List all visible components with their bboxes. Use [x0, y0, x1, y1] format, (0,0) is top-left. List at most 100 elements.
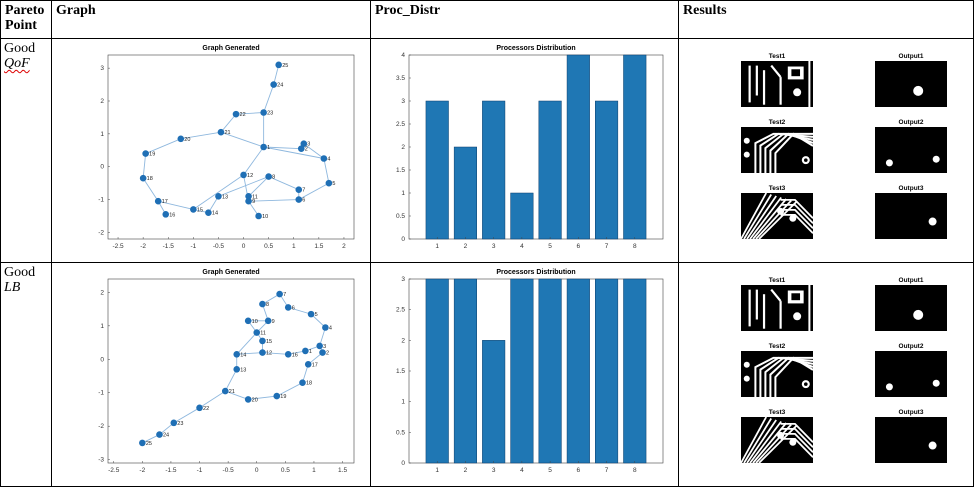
via [743, 151, 750, 158]
graph-edge [248, 395, 277, 400]
x-tick-label: 0 [242, 243, 246, 250]
node-label: 19 [149, 152, 155, 158]
graph-node [259, 300, 266, 308]
via [789, 438, 797, 446]
graph-edge [218, 176, 269, 197]
trace [770, 64, 782, 78]
graph-node [284, 304, 292, 311]
pareto-metric: QoF [4, 56, 30, 71]
y-tick-label: 2.5 [396, 121, 405, 128]
graph-edge [276, 382, 303, 397]
node-label: 10 [252, 319, 258, 325]
graph-edge [236, 332, 258, 355]
graph-edge [224, 369, 238, 392]
node-label: 6 [302, 198, 305, 204]
x-tick-label: 4 [520, 243, 524, 250]
x-tick-label: 1 [292, 243, 296, 250]
via [777, 431, 785, 439]
table-row: Good LB Graph Generated -2.5 -2 -1.5 -1 -0.5 0… [0, 262, 974, 487]
graph-node [233, 366, 241, 373]
graph-edge [262, 293, 280, 305]
x-tick-label: 8 [633, 467, 637, 474]
detected-blob [932, 155, 940, 163]
output-image [875, 351, 947, 397]
x-tick-label: 0.5 [264, 243, 273, 250]
graph-node [295, 186, 303, 194]
graph-node [170, 419, 178, 427]
via [743, 361, 750, 368]
header-pareto-line2: Point [5, 18, 37, 33]
node-label: 18 [306, 381, 312, 387]
node-label: 6 [292, 305, 295, 311]
bar [482, 100, 506, 240]
detected-blob [913, 85, 924, 96]
graph-plot: Graph Generated -2.5 -2 -1.5 -1 -0.5 0 0.5 1 1.5 -… [98, 269, 355, 474]
output-label: Output1 [899, 277, 924, 284]
trace [758, 201, 797, 240]
output-image [875, 193, 947, 239]
x-tick-label: 7 [605, 467, 609, 474]
processors-bar-chart: Processors Distribution 0 0.5 1 1.5 2 2.5 3 3.5 4… [396, 45, 664, 250]
trace [780, 198, 814, 219]
node-label: 22 [240, 112, 246, 118]
graph-node [253, 329, 261, 336]
graph-node [139, 174, 147, 182]
graph-edge [199, 390, 226, 409]
node-label: 5 [315, 312, 318, 318]
x-tick-label: 2 [464, 243, 468, 250]
y-tick-label: 1 [401, 190, 405, 197]
output-label: Output3 [899, 409, 924, 416]
y-tick-label: -2 [98, 229, 104, 236]
graph-edge [263, 146, 302, 150]
node-label: 17 [312, 362, 318, 368]
bar [453, 278, 477, 464]
graph-node [295, 196, 303, 203]
graph-node [325, 179, 333, 187]
node-label: 20 [252, 397, 258, 403]
y-tick-label: 0 [100, 356, 104, 363]
x-tick-label: -2 [140, 243, 146, 250]
x-tick-label: -1.5 [165, 467, 177, 474]
graph-node [139, 439, 146, 447]
x-tick-label: -2.5 [108, 467, 120, 474]
y-tick-label: 1 [100, 131, 104, 138]
node-label: 18 [147, 176, 153, 182]
y-tick-label: 3 [100, 65, 104, 72]
test-label: Test2 [769, 343, 786, 350]
graph-edge [142, 153, 147, 179]
graph-node [320, 155, 328, 162]
node-label: 11 [260, 331, 266, 337]
y-tick-label: -1 [98, 390, 104, 397]
plot-area [107, 54, 355, 240]
graph-cell: Graph Generated -2.5 -2 -1.5 -1 -0.5 0 0.5 1 1.5 -… [51, 262, 371, 487]
node-label: 25 [146, 441, 152, 447]
x-tick-label: 2 [464, 467, 468, 474]
node-label: 2 [305, 147, 308, 153]
graph-edge [180, 131, 222, 140]
graph-node [232, 110, 240, 118]
via [789, 214, 797, 222]
trace [743, 418, 772, 464]
bar [453, 146, 477, 240]
graph-edge [248, 199, 299, 202]
node-label: 22 [203, 406, 209, 412]
graph-node [255, 212, 262, 220]
node-label: 17 [162, 199, 168, 205]
graph-edge [243, 146, 264, 176]
header-results: Results [678, 0, 974, 39]
x-tick-label: 0 [255, 467, 259, 474]
via [777, 207, 785, 215]
node-label: 25 [282, 63, 288, 69]
via [743, 375, 750, 382]
pareto-word: Good [4, 265, 36, 280]
chart-title: Processors Distribution [496, 45, 575, 52]
node-label: 24 [163, 433, 169, 439]
y-tick-label: 2.5 [396, 307, 405, 314]
results-cell: Test1 Output1 Test2 Output2 Test3 Output3 [678, 262, 974, 487]
bar [510, 192, 534, 240]
pad-hole [791, 69, 801, 77]
trace [774, 356, 814, 397]
trace [780, 213, 814, 234]
test-label: Test1 [769, 277, 786, 284]
graph-edge [220, 131, 264, 148]
